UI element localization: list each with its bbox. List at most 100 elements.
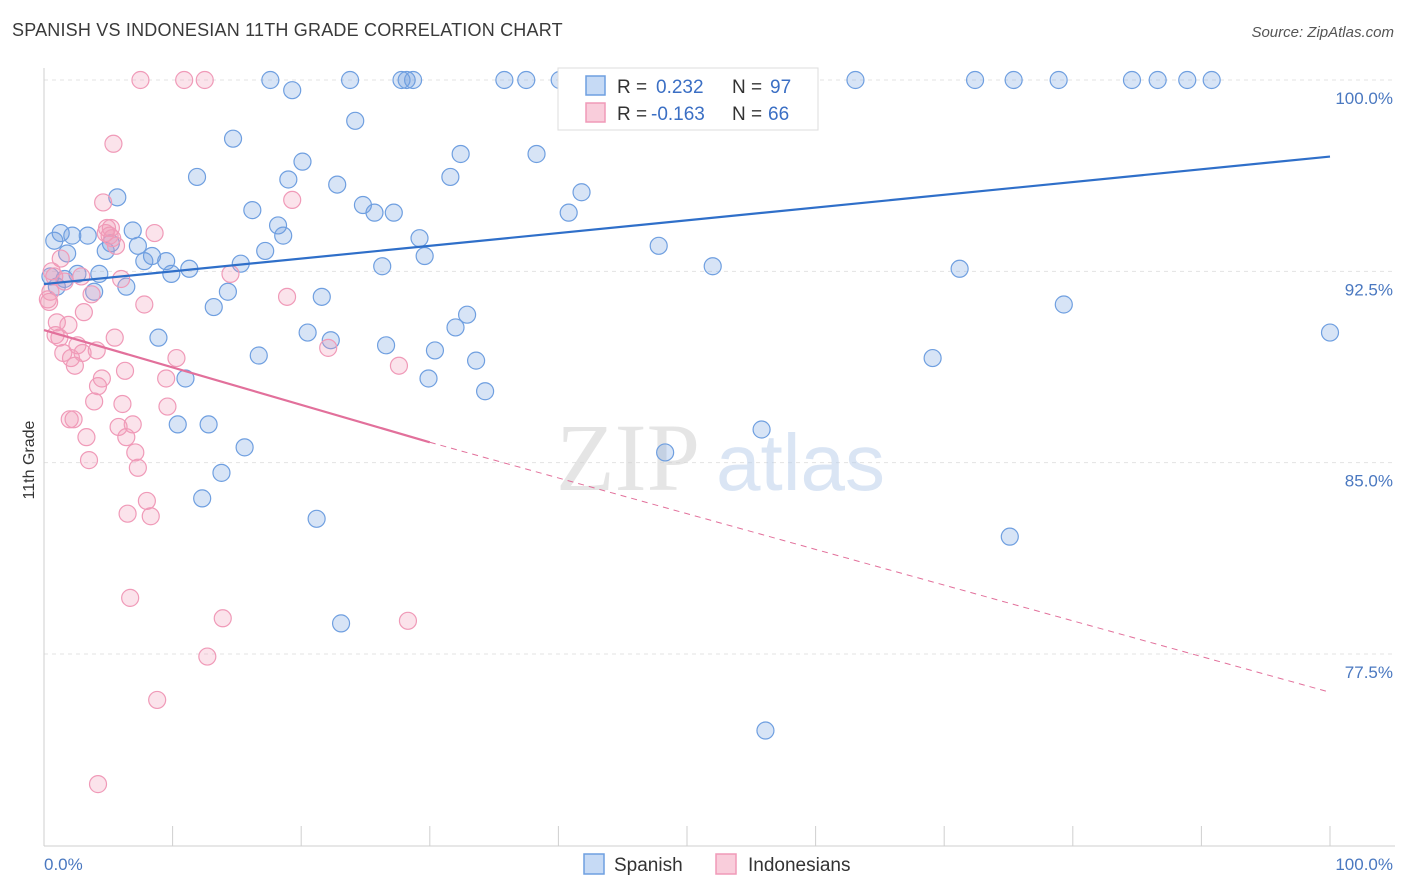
y-tick-labels: 77.5% 85.0% 92.5% 100.0% xyxy=(1335,89,1393,682)
indonesians-point-2 xyxy=(42,262,61,281)
spanish-point-15 xyxy=(123,221,142,240)
spanish-point-37 xyxy=(261,70,280,90)
spanish-point-59 xyxy=(410,229,429,248)
spanish-point-97 xyxy=(1202,70,1221,90)
spanish-point-95 xyxy=(1148,70,1167,90)
spanish-point-85 xyxy=(756,721,775,740)
indonesians-point-37 xyxy=(121,588,140,607)
spanish-point-71 xyxy=(527,144,546,164)
y-tick-label-1: 85.0% xyxy=(1345,472,1393,491)
indonesians-point-43 xyxy=(137,491,156,511)
indonesians-point-47 xyxy=(158,397,177,416)
spanish-point-58 xyxy=(403,70,423,90)
indonesians-point-33 xyxy=(113,394,132,414)
indonesians-point-36 xyxy=(118,504,137,523)
spanish-point-52 xyxy=(365,203,384,222)
indonesians-point-59 xyxy=(88,775,108,794)
indonesians-point-32 xyxy=(112,269,131,289)
indonesians-trend-line xyxy=(43,328,431,444)
indonesians-point-38 xyxy=(123,415,142,434)
x-tick-label-1: 100.0% xyxy=(1335,855,1393,874)
indonesians-point-23 xyxy=(94,193,113,212)
spanish-point-49 xyxy=(340,70,360,90)
spanish-point-88 xyxy=(950,259,969,278)
stats-legend: R = 0.232 N = 97 R = -0.163 N = 66 xyxy=(557,67,819,131)
legend-r-value-1: 0.232 xyxy=(656,77,704,98)
spanish-point-70 xyxy=(517,70,536,90)
spanish-point-93 xyxy=(1054,295,1073,314)
legend-n-label-2: N = xyxy=(732,104,762,125)
spanish-point-73 xyxy=(559,203,578,222)
y-axis-title: 11th Grade xyxy=(21,420,38,499)
indonesians-point-63 xyxy=(40,292,59,312)
indonesians-point-54 xyxy=(277,287,297,306)
spanish-point-38 xyxy=(268,216,288,235)
spanish-point-25 xyxy=(187,167,207,187)
indonesians-point-52 xyxy=(213,609,232,628)
indonesians-point-57 xyxy=(389,356,409,375)
spanish-point-87 xyxy=(923,348,942,368)
spanish-point-18 xyxy=(142,246,162,266)
spanish-point-64 xyxy=(446,318,465,337)
spanish-point-86 xyxy=(846,70,865,90)
indonesians-point-5 xyxy=(47,313,66,332)
indonesians-point-16 xyxy=(77,428,96,447)
indonesians-point-31 xyxy=(109,417,128,437)
watermark: ZIP atlas xyxy=(556,404,885,511)
indonesians-point-65 xyxy=(157,369,176,388)
indonesians-point-55 xyxy=(283,190,302,210)
spanish-point-43 xyxy=(298,323,317,342)
series-spanish xyxy=(41,70,1340,740)
spanish-point-68 xyxy=(475,382,495,401)
grid-lines xyxy=(44,79,1395,655)
spanish-point-55 xyxy=(384,203,403,222)
spanish-point-94 xyxy=(1122,70,1142,90)
x-tick-label-0: 0.0% xyxy=(44,855,83,874)
spanish-point-23 xyxy=(176,369,195,388)
watermark-atlas: atlas xyxy=(716,418,885,507)
spanish-point-65 xyxy=(451,144,470,164)
spanish-point-26 xyxy=(193,489,212,508)
spanish-point-16 xyxy=(128,236,147,255)
spanish-point-41 xyxy=(283,81,302,100)
trend-lines xyxy=(43,155,1331,693)
spanish-point-28 xyxy=(204,297,223,317)
legend-n-label-1: N = xyxy=(732,77,762,98)
spanish-point-36 xyxy=(256,241,275,261)
watermark-zip: ZIP xyxy=(556,404,700,511)
indonesians-point-28 xyxy=(104,134,123,153)
indonesians-point-9 xyxy=(59,315,78,335)
indonesians-point-40 xyxy=(128,458,147,477)
spanish-point-40 xyxy=(279,170,298,189)
indonesians-point-49 xyxy=(175,70,194,90)
indonesians-point-51 xyxy=(198,647,217,666)
spanish-point-66 xyxy=(457,305,477,324)
spanish-point-98 xyxy=(1320,323,1340,342)
indonesians-point-50 xyxy=(195,70,214,90)
bottom-legend-swatch-spanish xyxy=(583,853,605,875)
spanish-point-69 xyxy=(495,70,514,90)
indonesians-point-19 xyxy=(85,392,104,411)
spanish-point-92 xyxy=(1049,70,1068,90)
spanish-point-48 xyxy=(331,614,351,633)
legend-r-label-2: R = xyxy=(617,104,647,125)
spanish-point-45 xyxy=(312,287,331,306)
legend-r-value-2: -0.163 xyxy=(651,104,705,125)
spanish-point-34 xyxy=(243,201,262,220)
indonesians-point-53 xyxy=(221,264,240,283)
spanish-point-29 xyxy=(212,463,231,482)
spanish-trend-line xyxy=(43,155,1331,286)
indonesians-point-17 xyxy=(79,451,99,470)
y-tick-label-0: 77.5% xyxy=(1345,663,1393,682)
bottom-legend-spanish: Spanish xyxy=(614,855,683,876)
bottom-legend: Spanish Indonesians xyxy=(583,853,850,876)
indonesians-point-29 xyxy=(105,328,124,347)
spanish-point-33 xyxy=(235,438,254,457)
indonesians-point-6 xyxy=(51,249,70,268)
spanish-point-30 xyxy=(218,282,237,301)
spanish-point-67 xyxy=(466,351,486,370)
indonesians-point-14 xyxy=(72,267,91,286)
legend-n-value-1: 97 xyxy=(770,77,791,98)
indonesians-point-62 xyxy=(73,343,92,363)
spanish-point-27 xyxy=(199,415,218,434)
